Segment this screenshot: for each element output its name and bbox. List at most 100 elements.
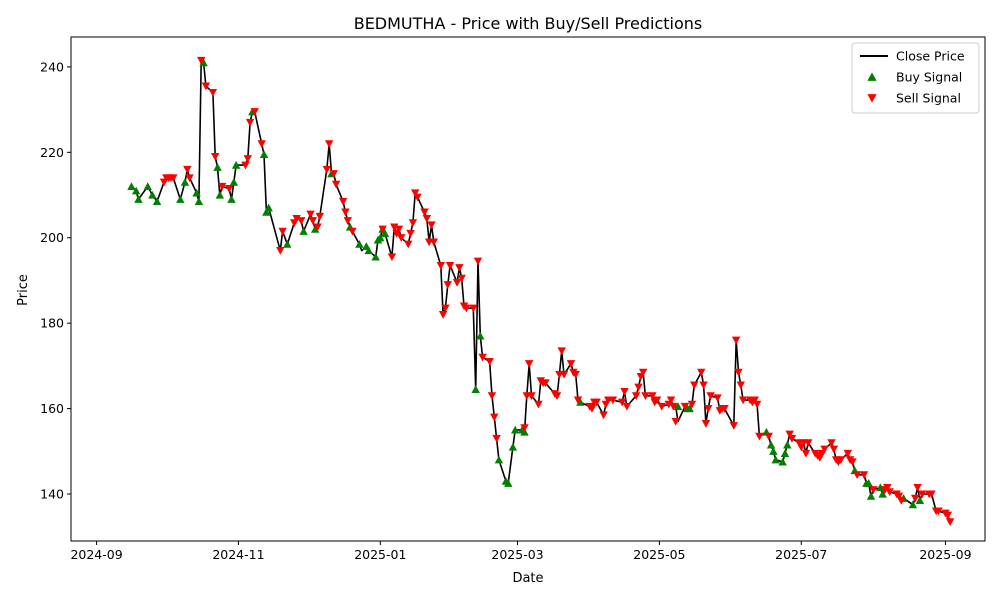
sell-signal-marker xyxy=(736,381,746,390)
sell-signal-marker xyxy=(217,182,227,191)
buy-signal-marker xyxy=(380,229,390,238)
sell-signal-marker xyxy=(620,387,629,396)
sell-signal-marker xyxy=(469,304,478,313)
sell-signal-marker xyxy=(669,402,678,411)
legend-label: Sell Signal xyxy=(896,91,961,106)
sell-signal-marker xyxy=(641,392,650,400)
sell-signal-marker xyxy=(485,358,494,366)
buy-signal-marker xyxy=(227,195,236,203)
sell-signal-marker xyxy=(652,396,662,405)
legend-box xyxy=(851,42,980,114)
buy-signal-marker xyxy=(476,331,485,340)
buy-signal-marker xyxy=(685,404,694,413)
buy-signal-marker xyxy=(364,246,373,255)
chart-title: BEDMUTHA - Price with Buy/Sell Predictio… xyxy=(354,14,703,33)
buy-signal-marker xyxy=(376,233,385,242)
sell-signal-marker xyxy=(631,392,641,400)
sell-signal-marker xyxy=(394,225,404,234)
sell-signal-marker xyxy=(406,229,415,238)
buy-signal-marker xyxy=(262,207,271,216)
sell-signal-marker xyxy=(341,208,350,217)
sell-signal-marker xyxy=(313,223,322,232)
sell-signal-marker xyxy=(338,197,348,206)
sell-signal-marker xyxy=(608,396,618,405)
sell-signal-marker xyxy=(250,108,259,116)
sell-signal-marker xyxy=(541,379,550,388)
buy-signal-marker xyxy=(143,182,152,191)
sell-signal-marker xyxy=(829,445,839,454)
x-tick-label: 2024-09 xyxy=(70,547,122,562)
x-axis-label: Date xyxy=(512,571,543,586)
sell-signal-marker xyxy=(306,210,315,219)
sell-signal-marker xyxy=(638,368,648,377)
sell-signal-marker xyxy=(197,56,206,65)
buy-signal-marker xyxy=(194,197,204,206)
sell-signal-marker xyxy=(557,347,566,356)
sell-signal-marker xyxy=(343,217,352,225)
sell-signal-marker xyxy=(731,336,741,345)
sell-signal-marker xyxy=(943,511,952,520)
plot-frame xyxy=(70,36,986,542)
sell-signal-marker xyxy=(918,490,927,499)
sell-signal-marker xyxy=(210,153,220,161)
sell-signal-marker xyxy=(492,434,501,443)
sell-signal-marker xyxy=(657,402,666,411)
sell-signal-marker xyxy=(848,458,857,467)
buy-signal-marker xyxy=(471,385,480,393)
sell-signal-marker xyxy=(329,170,339,178)
buy-signal-marker xyxy=(215,190,225,199)
sell-signal-marker xyxy=(750,396,759,405)
buy-signal-marker xyxy=(766,440,776,449)
y-tick-label: 180 xyxy=(40,316,64,331)
sell-signal-marker xyxy=(387,253,397,262)
sell-signal-marker xyxy=(322,165,332,174)
buy-signal-marker xyxy=(299,227,308,235)
sell-signal-marker xyxy=(534,400,543,409)
sell-signal-marker xyxy=(278,227,287,236)
sell-signal-marker xyxy=(404,240,413,249)
sell-signal-marker xyxy=(883,484,892,492)
sell-signal-marker xyxy=(478,353,487,362)
legend: Close Price Buy Signal Sell Signal xyxy=(851,42,980,114)
legend-label: Buy Signal xyxy=(896,70,962,85)
buy-signal-marker xyxy=(673,402,683,411)
sell-signal-marker xyxy=(169,174,178,183)
sell-signal-marker xyxy=(552,392,562,400)
sell-signal-marker xyxy=(243,155,252,163)
sell-signal-marker xyxy=(755,432,764,441)
sell-signal-marker xyxy=(764,432,773,441)
sell-signal-marker xyxy=(348,227,357,236)
sell-signal-marker xyxy=(729,422,739,430)
sell-signal-marker xyxy=(390,223,399,232)
sell-signal-marker xyxy=(224,185,234,193)
sell-signal-marker xyxy=(885,488,894,497)
sell-signal-marker xyxy=(827,439,836,447)
sell-signal-marker xyxy=(185,174,194,183)
y-tick-label: 140 xyxy=(40,487,64,502)
sell-signal-marker xyxy=(701,419,711,428)
sell-signal-marker xyxy=(617,398,627,407)
sell-signal-marker xyxy=(324,140,334,148)
sell-signal-marker xyxy=(592,398,601,407)
buy-signal-marker xyxy=(213,163,222,171)
y-tick-label: 220 xyxy=(40,145,64,160)
buy-signal-marker xyxy=(259,150,269,159)
x-tick-label: 2025-05 xyxy=(633,547,685,562)
sell-signal-marker xyxy=(680,402,690,411)
y-axis-label: Price xyxy=(16,274,31,306)
buy-signal-marker xyxy=(231,160,241,169)
sell-signal-marker xyxy=(704,405,713,413)
sell-signal-marker xyxy=(622,402,632,411)
sell-signal-marker xyxy=(411,189,420,198)
sell-signal-marker xyxy=(869,486,878,494)
buy-signal-marker xyxy=(148,190,157,199)
buy-signal-marker xyxy=(283,239,292,248)
sell-signal-marker xyxy=(587,405,597,413)
sell-signal-marker xyxy=(699,381,708,390)
sell-signal-marker xyxy=(785,430,794,439)
legend-label: Close Price xyxy=(896,49,965,64)
buy-signal-marker xyxy=(504,479,513,487)
buy-signal-marker xyxy=(783,440,792,449)
sell-signal-marker xyxy=(559,370,569,379)
